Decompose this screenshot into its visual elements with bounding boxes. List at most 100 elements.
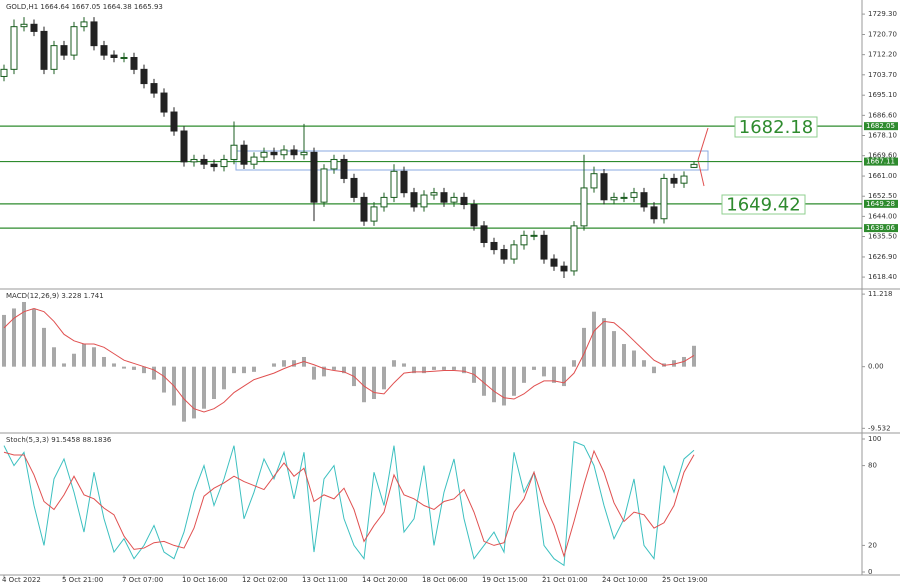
level-label-bg: [864, 199, 898, 208]
candle-body: [520, 234, 528, 246]
histogram-bar: [92, 347, 96, 367]
histogram-bar: [272, 363, 276, 367]
candle-body: [510, 244, 518, 260]
histogram-bar: [432, 366, 436, 370]
histogram-bar: [652, 366, 656, 374]
x-tick-label: 12 Oct 02:00: [242, 576, 288, 584]
candle-body: [190, 158, 198, 163]
histogram-bar: [192, 366, 196, 419]
histogram-bar: [692, 345, 696, 367]
candle-body: [180, 130, 188, 163]
level-label-bg: [864, 157, 898, 166]
annotation-box: [721, 194, 806, 215]
y-tick-label: 1729.30: [868, 10, 897, 18]
candle-body: [560, 265, 568, 272]
candle-body: [430, 192, 438, 196]
range-box: [235, 150, 709, 171]
histogram-bar: [412, 366, 416, 374]
candle-body: [260, 151, 268, 158]
x-tick-label: 25 Oct 19:00: [662, 576, 708, 584]
histogram-bar: [332, 366, 336, 370]
candle-body: [470, 204, 478, 227]
histogram-bar: [442, 366, 446, 370]
histogram-bar: [372, 366, 376, 400]
y-tick-label: 1652.50: [868, 192, 897, 200]
candle-body: [270, 151, 278, 156]
histogram-bar: [392, 360, 396, 367]
arrow-line: [697, 127, 709, 161]
series-line: [3, 307, 695, 413]
level-label-bg: [864, 224, 898, 233]
y-tick-label: 1661.00: [868, 172, 897, 180]
candle-body: [160, 92, 168, 113]
candle-body: [310, 151, 318, 203]
level-label: 1682.05: [866, 122, 895, 130]
histogram-bar: [552, 366, 556, 383]
y-tick-label: 1695.10: [868, 91, 897, 99]
candle-body: [380, 196, 388, 208]
candle-body: [570, 225, 578, 272]
histogram-bar: [12, 308, 16, 367]
y-tick-label: -9.532: [868, 424, 891, 432]
histogram-bar: [572, 360, 576, 367]
histogram-bar: [242, 366, 246, 374]
histogram-bar: [312, 366, 316, 380]
candle-body: [550, 258, 558, 267]
candle-body: [660, 177, 668, 220]
level-label-bg: [864, 122, 898, 131]
histogram-bar: [152, 366, 156, 380]
x-tick-label: 18 Oct 06:00: [422, 576, 468, 584]
histogram-bar: [322, 366, 326, 377]
candle-body: [150, 83, 158, 94]
y-tick-label: 20: [868, 541, 877, 549]
level-label: 1639.06: [866, 224, 895, 232]
candle-body: [330, 158, 338, 170]
candle-body: [610, 196, 618, 201]
histogram-bar: [342, 366, 346, 374]
histogram-bar: [422, 366, 426, 374]
candle-body: [480, 225, 488, 243]
histogram-bar: [132, 366, 136, 370]
candle-body: [490, 241, 498, 251]
histogram-bar: [672, 360, 676, 367]
histogram-bar: [562, 366, 566, 387]
candle-body: [0, 68, 8, 77]
histogram-bar: [632, 350, 636, 367]
candle-body: [100, 45, 108, 56]
histogram-bar: [602, 318, 606, 367]
candle-body: [220, 158, 228, 168]
candle-body: [290, 149, 298, 156]
histogram-bar: [252, 366, 256, 372]
histogram-bar: [582, 327, 586, 367]
candle-body: [620, 196, 628, 199]
candle-body: [500, 249, 508, 260]
x-tick-label: 14 Oct 20:00: [362, 576, 408, 584]
level-label: 1649.28: [866, 200, 895, 208]
x-tick-label: 21 Oct 01:00: [542, 576, 588, 584]
candle-body: [580, 187, 588, 227]
candle-body: [540, 234, 548, 260]
series-line: [3, 449, 695, 558]
candle-body: [640, 192, 648, 208]
x-tick-label: 19 Oct 15:00: [482, 576, 528, 584]
candle-body: [590, 173, 598, 189]
candle-body: [460, 196, 468, 206]
y-tick-label: 1678.10: [868, 132, 897, 140]
x-tick-label: 7 Oct 07:00: [122, 576, 163, 584]
candle-body: [320, 168, 328, 203]
candle-body: [50, 45, 58, 70]
histogram-bar: [42, 327, 46, 367]
histogram-bar: [122, 366, 126, 369]
x-tick-label: 4 Oct 2022: [2, 576, 41, 584]
candle-body: [450, 196, 458, 203]
histogram-bar: [592, 311, 596, 367]
candle-body: [30, 23, 38, 32]
candle-body: [300, 151, 308, 156]
y-tick-label: 1635.50: [868, 233, 897, 241]
candle-body: [170, 111, 178, 132]
candle-body: [410, 192, 418, 208]
candle-body: [230, 144, 238, 160]
candle-body: [600, 173, 608, 201]
candle-body: [440, 192, 448, 203]
